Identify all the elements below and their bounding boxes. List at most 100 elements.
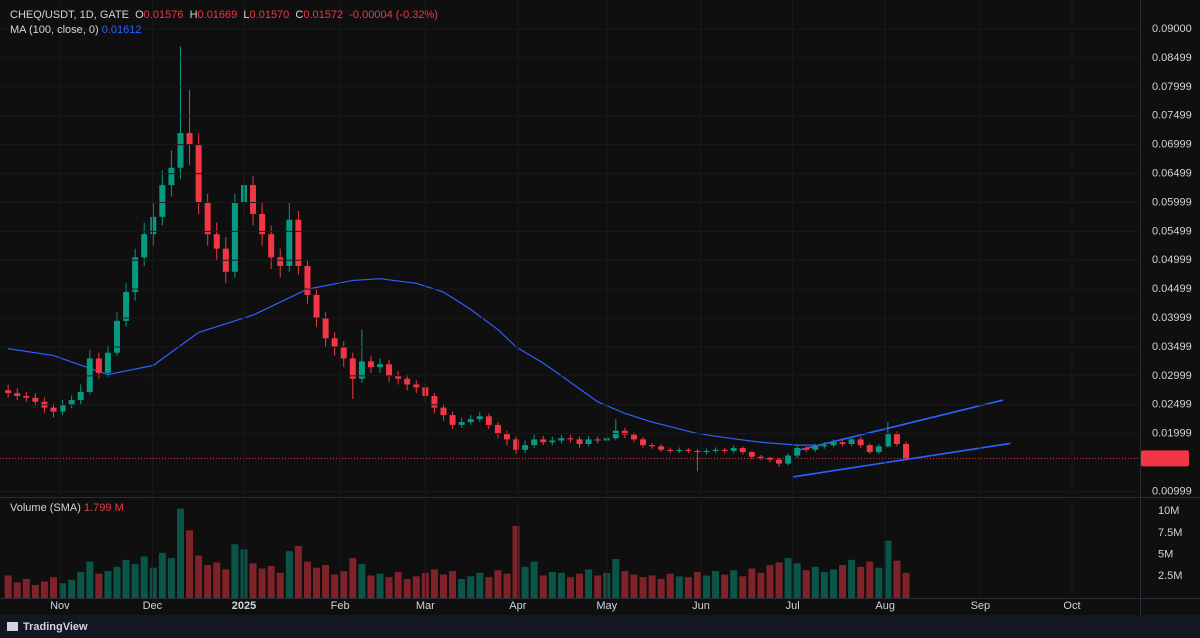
volume-bar (449, 571, 457, 598)
x-tick-label: Oct (1063, 600, 1080, 612)
ma-line (8, 278, 816, 446)
y-tick-label: 0.03999 (1152, 312, 1192, 324)
volume-bar (675, 576, 683, 598)
volume-bar (712, 571, 720, 598)
volume-bar (213, 562, 221, 598)
volume-bar (811, 566, 819, 598)
volume-bar (167, 558, 175, 598)
volume-bar (412, 576, 420, 598)
last-price-box (1141, 450, 1189, 467)
volume-bar (539, 575, 547, 598)
volume-bar (430, 569, 438, 598)
volume-bar (122, 559, 130, 598)
volume-bar (231, 544, 239, 598)
volume-bar (866, 561, 874, 598)
volume-bar (476, 572, 484, 598)
ohlc-label: L (243, 9, 250, 21)
volume-bar (358, 564, 366, 598)
volume-bar (176, 508, 184, 598)
ohlc-value: 0.01570 (249, 9, 290, 21)
brand-logo (7, 622, 18, 631)
volume-tick-label: 10M (1158, 505, 1179, 517)
volume-bar (131, 564, 139, 598)
volume-tick-label: 2.5M (1158, 570, 1182, 582)
change: -0.00004 (-0.32%) (349, 9, 438, 21)
ohlc-value: 0.01572 (303, 9, 344, 21)
volume-bar (521, 566, 529, 598)
y-tick-label: 0.05499 (1152, 225, 1192, 237)
y-tick-label: 0.08499 (1152, 52, 1192, 64)
volume-bar (50, 577, 58, 598)
volume-bar (276, 572, 284, 598)
volume-bar (875, 567, 883, 598)
volume-bar (68, 579, 76, 598)
volume-bar (40, 581, 48, 598)
ohlc-value: 0.01669 (197, 9, 238, 21)
volume-value: 1.799 M (83, 502, 124, 514)
y-tick-label: 0.07499 (1152, 110, 1192, 122)
volume-bar (59, 583, 67, 598)
x-tick-label: 2025 (232, 600, 256, 612)
volume-bar (95, 573, 103, 598)
volume-bar (349, 558, 357, 598)
y-tick-label: 0.06999 (1152, 139, 1192, 151)
volume-bar (158, 552, 166, 598)
x-tick-label: May (596, 600, 617, 612)
volume-bar (576, 573, 584, 598)
volume-tick-label: 7.5M (1158, 527, 1182, 539)
y-tick-label: 0.04499 (1152, 283, 1192, 295)
volume-bar (31, 584, 39, 598)
volume-bar (702, 575, 710, 598)
volume-bar (666, 573, 674, 598)
volume-bar (195, 555, 203, 598)
volume-bar (612, 558, 620, 598)
ohlc-label: H (189, 9, 198, 21)
volume-bar (684, 577, 692, 598)
volume-bar (322, 565, 330, 598)
legend-row: CHEQ/USDT, 1D, GATE O0.01576 H0.01669 L0… (10, 8, 438, 23)
volume-bar (22, 578, 30, 598)
ohlc-value: 0.01576 (143, 9, 184, 21)
x-tick-label: Mar (416, 600, 435, 612)
y-tick-label: 0.01999 (1152, 428, 1192, 440)
volume-bar (458, 578, 466, 598)
volume-bar (829, 569, 837, 598)
volume-bar (884, 540, 892, 598)
y-tick-label: 0.09000 (1152, 23, 1192, 35)
volume-bar (657, 578, 665, 598)
trend-line (792, 442, 1011, 478)
volume-name: Volume (SMA) (10, 502, 81, 514)
ohlc-label: O (135, 9, 144, 21)
volume-bar (557, 572, 565, 598)
symbol: CHEQ/USDT, 1D, GATE (10, 9, 129, 21)
volume-bar (766, 565, 774, 598)
volume-bar (385, 577, 393, 598)
volume-bar (512, 526, 520, 598)
x-tick-label: Nov (50, 600, 70, 612)
volume-legend: Volume (SMA) 1.799 M (10, 502, 124, 514)
volume-bar (331, 574, 339, 598)
volume-bar (204, 565, 212, 598)
volume-bar (730, 570, 738, 598)
volume-bar (13, 582, 21, 598)
volume-bar (548, 571, 556, 598)
volume-bar (902, 572, 910, 598)
volume-bar (113, 566, 121, 598)
volume-bar (802, 570, 810, 598)
volume-bar (267, 565, 275, 598)
y-tick-label: 0.02999 (1152, 370, 1192, 382)
volume-bar (630, 574, 638, 598)
y-tick-label: 0.04999 (1152, 254, 1192, 266)
volume-bar (503, 573, 511, 598)
ma-value: 0.01612 (101, 24, 142, 36)
volume-bar (222, 569, 230, 598)
volume-bar (639, 577, 647, 598)
y-tick-label: 0.00999 (1152, 485, 1192, 497)
volume-bar (340, 571, 348, 598)
volume-bar (648, 575, 656, 598)
x-tick-label: Jun (692, 600, 710, 612)
legend: CHEQ/USDT, 1D, GATE O0.01576 H0.01669 L0… (10, 8, 438, 38)
volume-bar (77, 571, 85, 598)
